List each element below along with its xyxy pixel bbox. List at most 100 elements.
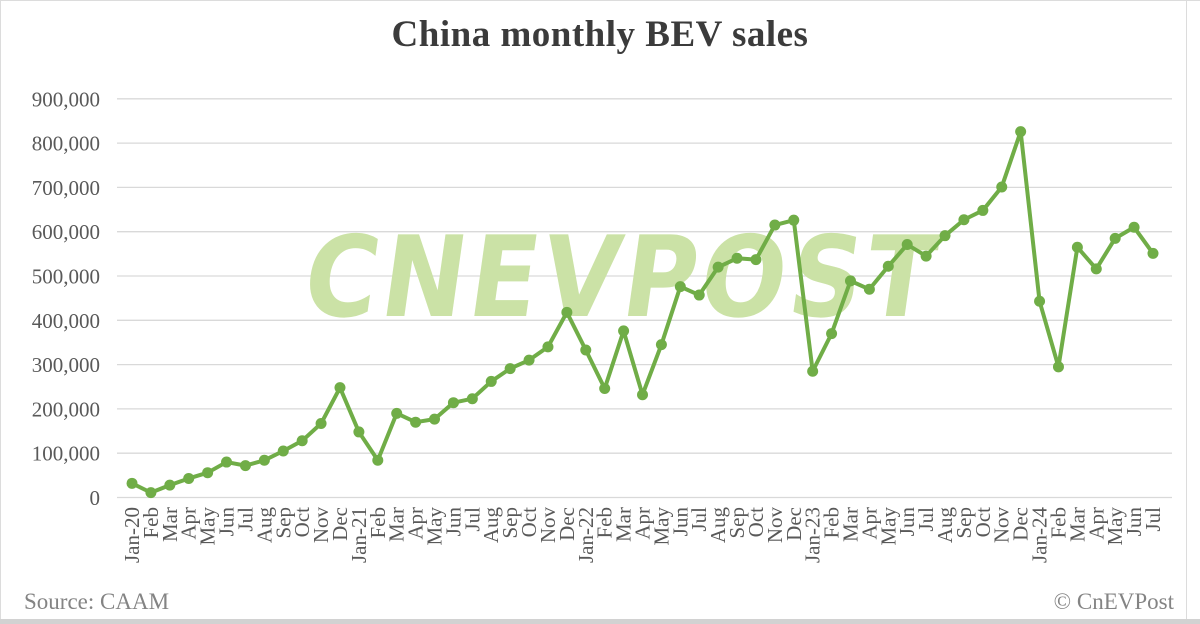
x-axis-tick-label: Sep (271, 507, 295, 539)
data-point (1034, 295, 1046, 307)
x-axis-tick-label: Jul (233, 507, 257, 532)
data-point (844, 275, 856, 287)
y-axis-tick-label: 800,000 (32, 132, 100, 156)
data-point (1147, 247, 1159, 259)
y-axis-tick-label: 400,000 (32, 309, 100, 333)
x-axis-tick-label: Jun (1122, 507, 1146, 537)
x-axis-tick-label: Jan-22 (574, 507, 598, 563)
data-point (807, 365, 819, 377)
x-axis-tick-label: Feb (593, 507, 617, 539)
x-axis-tick-label: Apr (631, 507, 655, 540)
data-point (580, 344, 592, 356)
page-right-border (1186, 0, 1187, 619)
y-axis-tick-label: 100,000 (32, 442, 100, 466)
x-axis-tick-label: Aug (933, 507, 957, 544)
data-point (485, 375, 497, 387)
x-axis-tick-label: Sep (725, 507, 749, 539)
x-axis-tick-label: May (1103, 507, 1127, 546)
x-axis-tick-label: Mar (612, 507, 636, 542)
x-axis-tick-label: Jul (460, 507, 484, 532)
y-axis-tick-label: 200,000 (32, 397, 100, 421)
data-point (334, 382, 346, 394)
x-axis-tick-label: Mar (1065, 507, 1089, 542)
y-axis-tick-label: 300,000 (32, 353, 100, 377)
data-point (826, 328, 838, 340)
data-point (145, 487, 157, 499)
x-axis-tick-label: Sep (952, 507, 976, 539)
x-axis-tick-label: Dec (782, 507, 806, 541)
data-point (1128, 221, 1140, 233)
data-point (221, 456, 233, 468)
source-caption: Source: CAAM (24, 589, 170, 614)
x-axis-tick-label: Mar (385, 507, 409, 542)
x-axis-tick-label: Apr (177, 507, 201, 540)
copyright-caption: © CnEVPost (1053, 589, 1174, 614)
x-axis-tick-label: Feb (820, 507, 844, 539)
data-point (542, 341, 554, 353)
data-point (618, 325, 630, 337)
data-point (1015, 126, 1027, 138)
data-point (977, 204, 989, 216)
data-point (258, 454, 270, 466)
data-point (353, 426, 365, 438)
x-axis-tick-label: Oct (744, 507, 768, 537)
x-axis-tick-label: Aug (706, 507, 730, 544)
data-point (1052, 361, 1064, 373)
data-point (712, 261, 724, 273)
data-point (202, 467, 214, 479)
x-axis-tick-label: Oct (517, 507, 541, 537)
x-axis-tick-label: Aug (252, 507, 276, 544)
x-axis-tick-label: Dec (328, 507, 352, 541)
data-point (788, 214, 800, 226)
data-point (920, 250, 932, 262)
y-axis-tick-label: 500,000 (32, 265, 100, 289)
data-point (882, 260, 894, 272)
x-axis-tick-label: Jan-21 (347, 507, 371, 563)
data-point (391, 407, 403, 419)
x-axis-tick-label: Jun (441, 507, 465, 537)
data-point (939, 230, 951, 242)
x-axis-tick-label: Jan-23 (801, 507, 825, 563)
data-point (447, 397, 459, 409)
page-left-border (0, 0, 1, 619)
chart-title: China monthly BEV sales (391, 14, 809, 55)
data-point (126, 477, 138, 489)
x-axis-tick-label: May (649, 507, 673, 546)
data-point (504, 363, 516, 375)
x-axis-tick-label: Nov (763, 507, 787, 544)
data-point (372, 454, 384, 466)
data-point (1109, 232, 1121, 244)
data-point (693, 289, 705, 301)
data-point (655, 339, 667, 351)
data-point (410, 416, 422, 428)
data-point (183, 472, 195, 484)
y-axis-tick-label: 600,000 (32, 220, 100, 244)
data-point (637, 389, 648, 401)
data-point (315, 418, 327, 430)
data-point (277, 445, 289, 457)
x-axis-tick-label: Mar (158, 507, 182, 542)
y-axis-tick-label: 700,000 (32, 176, 100, 200)
watermark-text: CNEVPOST (296, 213, 948, 343)
data-point (1071, 241, 1083, 253)
x-axis-tick-label: Feb (366, 507, 390, 539)
data-point (750, 254, 762, 266)
x-axis-tick-label: Oct (290, 507, 314, 537)
x-axis-tick-label: Sep (498, 507, 522, 539)
data-point (863, 283, 875, 295)
x-axis-tick-label: Nov (990, 507, 1014, 544)
x-axis-tick-label: May (196, 507, 220, 546)
data-point (901, 239, 913, 251)
data-point (239, 460, 251, 472)
data-point (769, 219, 781, 231)
data-point (466, 393, 478, 405)
x-axis-tick-label: Jan-20 (120, 507, 144, 563)
data-point (599, 383, 611, 395)
data-point (1090, 263, 1102, 275)
data-point (164, 479, 176, 491)
x-axis-tick-label: May (423, 507, 447, 546)
x-axis-tick-label: Apr (857, 507, 881, 540)
x-axis-tick-label: Jun (895, 507, 919, 537)
data-point (429, 413, 441, 425)
